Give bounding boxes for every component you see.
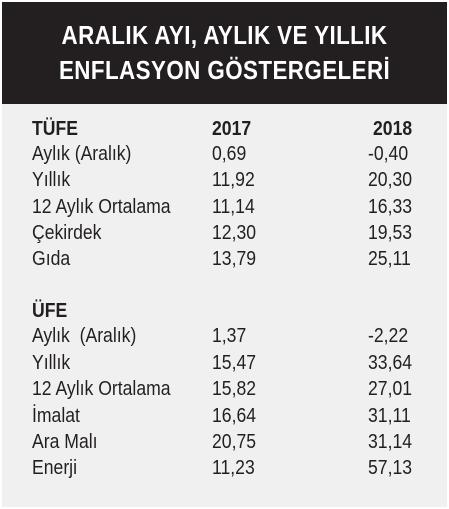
value-2017: 16,64	[212, 405, 257, 427]
row-label: 12 Aylık Ortalama	[32, 378, 171, 400]
section-title-tufe: TÜFE	[32, 118, 78, 140]
value-2018: 57,13	[368, 457, 413, 479]
row-label: Çekirdek	[32, 222, 102, 244]
table-row: Yıllık 11,92 20,30	[2, 167, 447, 193]
table-row: Gıda 13,79 25,11	[2, 246, 447, 272]
value-2017: 13,79	[212, 248, 257, 270]
table-row: Enerji 11,23 57,13	[2, 455, 447, 481]
table-row: Aylık (Aralık) 0,69 -0,40	[2, 141, 447, 167]
value-2017: 11,23	[212, 457, 255, 479]
value-2018: 33,64	[368, 352, 413, 374]
value-2017: 11,14	[212, 196, 255, 218]
value-2017: 1,37	[212, 325, 247, 347]
title-line-1: ARALIK AYI, AYLIK VE YILLIK	[61, 20, 388, 50]
column-header-2017: 2017	[212, 118, 252, 140]
row-label: İmalat	[32, 405, 80, 427]
value-2017: 15,47	[212, 352, 257, 374]
value-2017: 0,69	[212, 143, 247, 165]
table-row: 12 Aylık Ortalama 15,82 27,01	[2, 376, 447, 402]
tufe-header-row: TÜFE 2017 2018	[2, 116, 447, 142]
table-row: Çekirdek 12,30 19,53	[2, 220, 447, 246]
value-2017: 15,82	[212, 378, 257, 400]
row-label: Enerji	[32, 457, 78, 479]
row-label: Gıda	[32, 248, 71, 270]
section-title-ufe: ÜFE	[32, 300, 68, 322]
value-2018: -2,22	[368, 325, 409, 347]
column-header-2018: 2018	[373, 118, 413, 140]
row-label: 12 Aylık Ortalama	[32, 196, 171, 218]
row-label: Aylık (Aralık)	[32, 325, 137, 347]
row-label: Aylık (Aralık)	[32, 143, 132, 165]
table-row: İmalat 16,64 31,11	[2, 403, 447, 429]
title-banner: ARALIK AYI, AYLIK VE YILLIK ENFLASYON GÖ…	[2, 2, 447, 104]
row-label: Yıllık	[32, 169, 71, 191]
value-2018: 16,33	[368, 196, 413, 218]
value-2017: 20,75	[212, 431, 257, 453]
value-2018: -0,40	[368, 143, 409, 165]
table-row: Aylık (Aralık) 1,37 -2,22	[2, 323, 447, 349]
row-label: Yıllık	[32, 352, 71, 374]
value-2017: 12,30	[212, 222, 257, 244]
value-2018: 25,11	[368, 248, 411, 270]
table-row: Ara Malı 20,75 31,14	[2, 429, 447, 455]
value-2018: 31,11	[368, 405, 411, 427]
value-2018: 31,14	[368, 431, 413, 453]
title-line-2: ENFLASYON GÖSTERGELERİ	[58, 55, 391, 85]
value-2017: 11,92	[212, 169, 255, 191]
row-label: Ara Malı	[32, 431, 98, 453]
table-row: Yıllık 15,47 33,64	[2, 350, 447, 376]
value-2018: 19,53	[368, 222, 413, 244]
value-2018: 20,30	[368, 169, 413, 191]
value-2018: 27,01	[368, 378, 413, 400]
ufe-header-row: ÜFE	[2, 298, 447, 324]
table-row: 12 Aylık Ortalama 11,14 16,33	[2, 194, 447, 220]
